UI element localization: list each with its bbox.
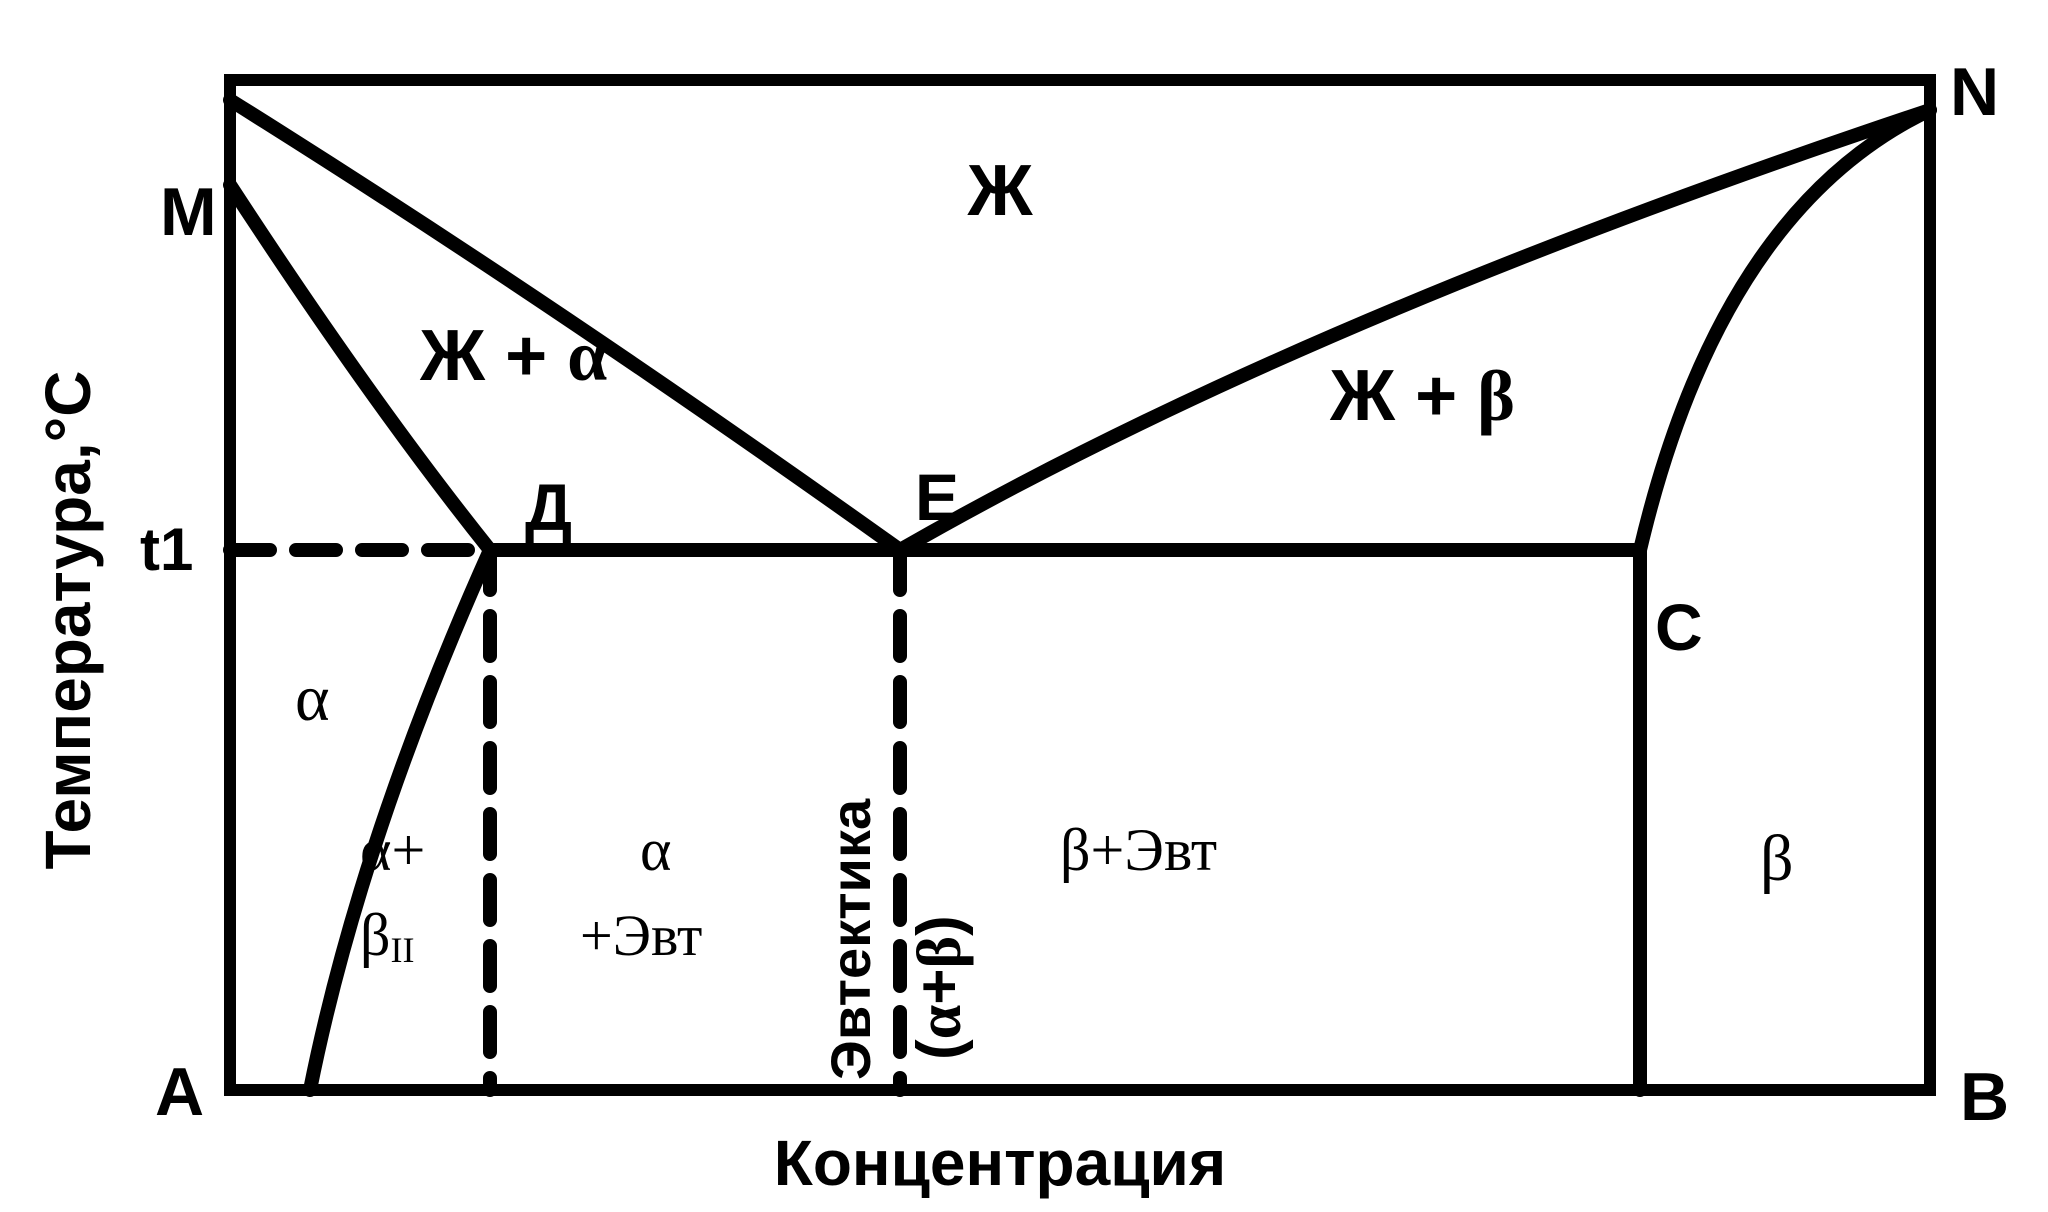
phase-diagram: Температура,°С Концентрация М N А В Д Е …: [0, 0, 2048, 1212]
solidus-right-curve: [1640, 110, 1930, 550]
y-axis-label: Температура,°С: [32, 371, 104, 870]
point-label-b: В: [1960, 1059, 2009, 1135]
point-label-n: N: [1950, 54, 1999, 130]
region-label-alpha-betaii-line2: βII: [360, 902, 415, 970]
liquidus-right-curve: [900, 110, 1930, 550]
region-label-liquid-beta: Ж + β: [1329, 356, 1515, 436]
point-label-t1: t1: [140, 516, 193, 583]
region-label-liquid-alpha: Ж + α: [419, 316, 607, 396]
region-label-beta: β: [1760, 822, 1794, 895]
region-label-alpha-evt-line1: α: [640, 817, 671, 883]
eutectic-label-word: Эвтектика: [819, 798, 882, 1080]
point-label-c: С: [1655, 590, 1703, 664]
eutectic-label-ab: (α+β): [905, 915, 974, 1060]
x-axis-label: Концентрация: [774, 1127, 1226, 1199]
point-label-a: А: [155, 1054, 204, 1130]
region-label-alpha: α: [295, 662, 330, 735]
point-label-e: Е: [915, 460, 959, 534]
region-label-alpha-evt-line2: +Эвт: [580, 903, 702, 968]
region-label-beta-evt: β+Эвт: [1060, 817, 1217, 883]
region-label-alpha-betaii-line1: α+: [360, 817, 425, 883]
point-label-d: Д: [525, 470, 572, 544]
point-label-m: М: [160, 174, 217, 250]
region-label-liquid: Ж: [966, 151, 1033, 231]
